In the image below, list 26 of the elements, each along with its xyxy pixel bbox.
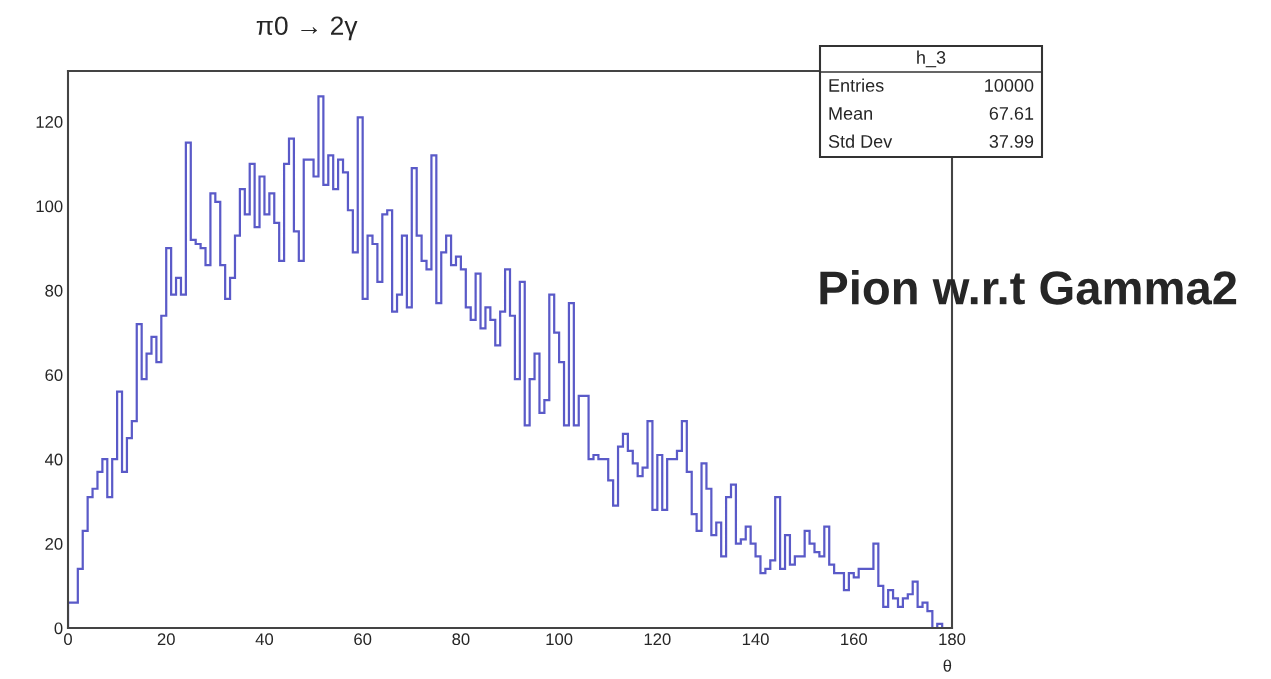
text: 67.61 [989,107,1034,120]
text: h_3 [917,50,946,68]
x-tick-label: 20 [157,633,175,646]
x-axis-title: θ [943,659,952,672]
x-tick-label: 80 [452,633,470,646]
text: 37.99 [989,135,1034,148]
annotation: Mean [829,107,872,120]
x-tick-label: 100 [546,633,573,646]
annotation: Entries [829,78,884,92]
x-tick-label: 180 [939,633,966,646]
x-tick-label: 140 [742,633,769,646]
text: 10000 [985,79,1034,92]
y-tick-label: 60 [45,369,63,382]
y-tick-label: 80 [45,284,63,297]
x-tick-label: 120 [644,633,671,646]
y-tick-label: 40 [44,453,63,466]
annotation: Std Dev [828,134,893,148]
chart-title: π0 → 2γ [256,16,358,41]
x-tick-label: 160 [841,633,868,646]
x-tick-label: 60 [354,633,372,646]
y-tick-label: 100 [36,200,63,213]
y-tick-label: 0 [54,622,63,635]
x-tick-label: 40 [255,633,274,646]
y-tick-label: 120 [36,116,63,128]
x-tick-label: 0 [64,633,72,646]
y-tick-label: 20 [45,538,63,550]
